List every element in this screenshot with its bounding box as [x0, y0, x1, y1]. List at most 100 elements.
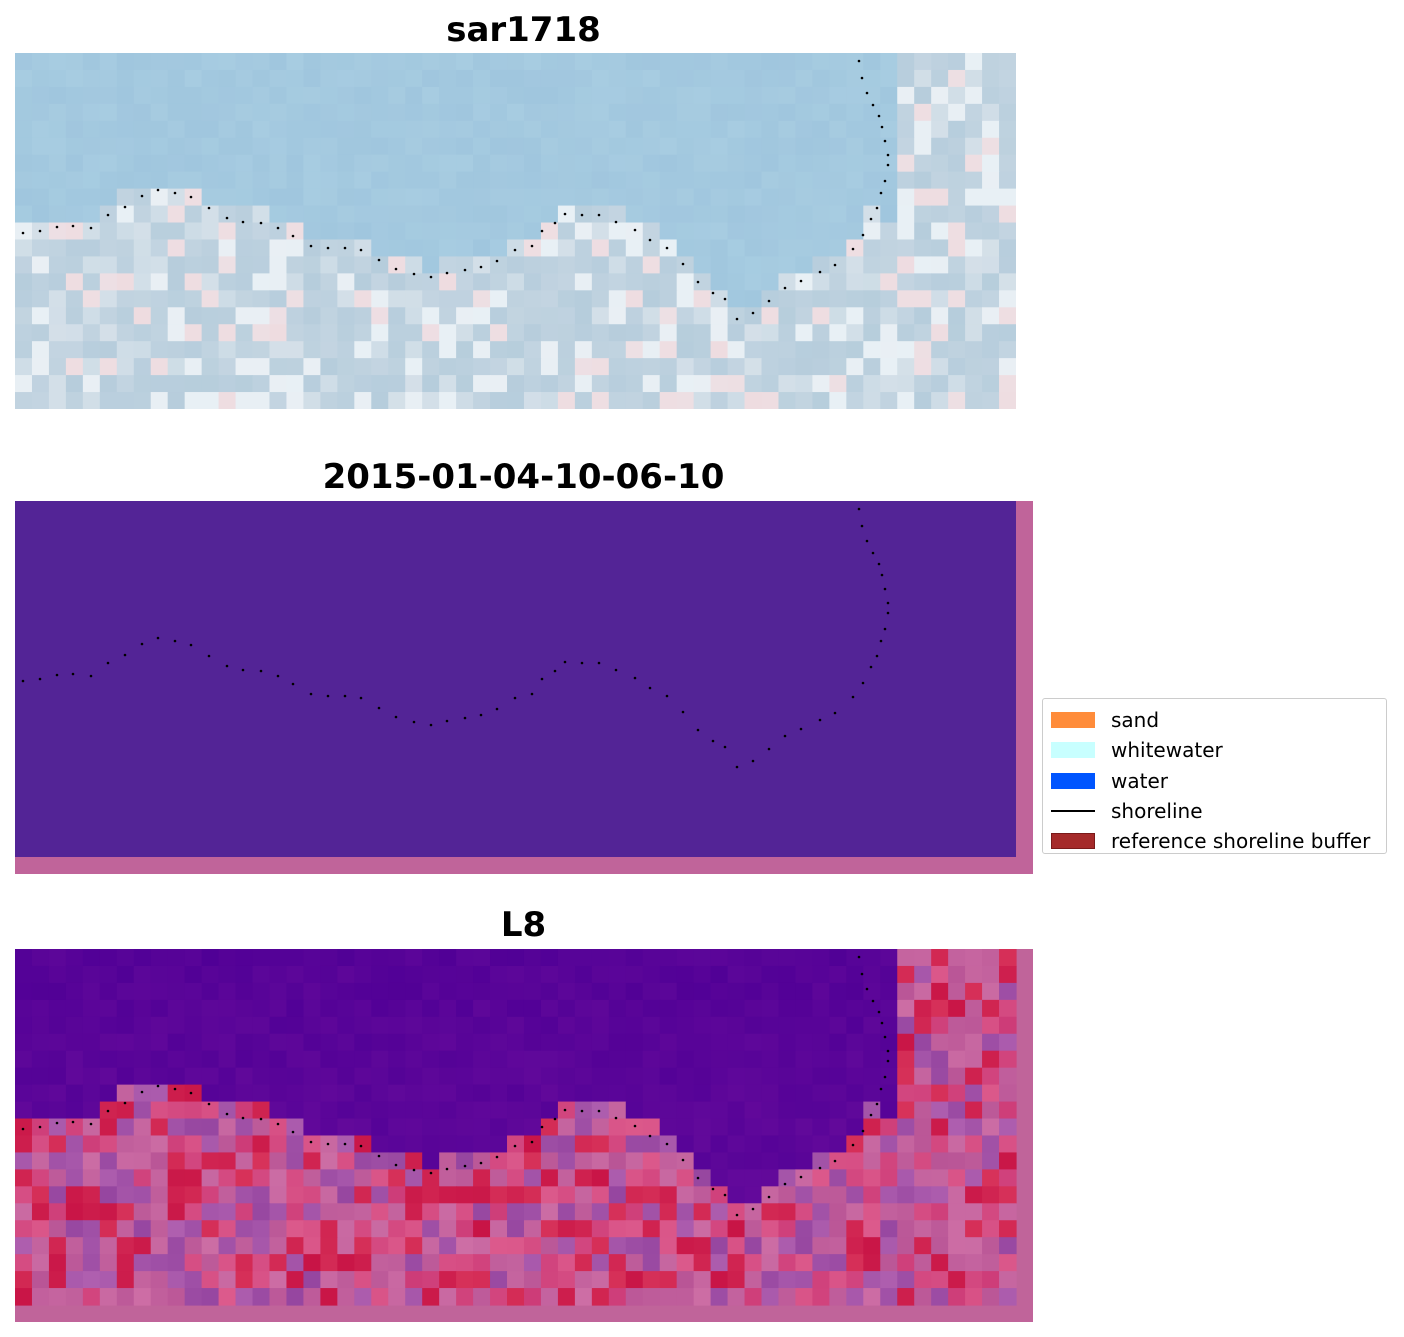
image-pixel — [201, 86, 220, 105]
image-pixel — [540, 1152, 559, 1170]
shoreline-point — [513, 1144, 517, 1148]
image-pixel — [591, 69, 610, 88]
image-pixel — [965, 1237, 983, 1255]
image-pixel — [99, 982, 118, 1001]
image-pixel — [303, 1135, 321, 1154]
image-pixel — [557, 1016, 576, 1035]
image-pixel — [625, 1016, 644, 1035]
image-pixel — [523, 171, 542, 190]
image-pixel — [252, 375, 271, 393]
image-pixel — [371, 205, 389, 224]
image-pixel — [252, 1186, 271, 1204]
image-pixel — [557, 1254, 576, 1272]
image-pixel — [795, 120, 814, 139]
image-pixel — [422, 1016, 440, 1035]
image-pixel — [337, 205, 355, 224]
image-pixel — [303, 120, 321, 139]
image-pixel — [846, 324, 864, 342]
shoreline-point — [633, 228, 637, 232]
image-pixel — [201, 324, 220, 342]
image-pixel — [540, 1169, 559, 1187]
image-pixel — [15, 1203, 33, 1221]
image-pixel — [269, 1220, 288, 1238]
image-pixel — [490, 222, 508, 241]
image-pixel — [371, 1135, 389, 1154]
image-pixel — [388, 120, 406, 139]
image-pixel — [286, 1288, 305, 1306]
image-pixel — [625, 120, 644, 139]
image-pixel — [761, 137, 780, 156]
image-pixel — [133, 171, 152, 190]
image-pixel — [388, 1135, 406, 1154]
image-pixel — [218, 171, 237, 190]
shoreline-point — [445, 1167, 449, 1171]
image-pixel — [574, 307, 593, 325]
image-pixel — [201, 1169, 220, 1187]
image-pixel — [659, 1288, 678, 1306]
image-pixel — [710, 222, 729, 241]
image-pixel — [269, 256, 288, 274]
image-pixel — [914, 222, 932, 241]
image-pixel — [99, 1237, 118, 1255]
image-pixel — [931, 1288, 949, 1306]
image-pixel — [914, 1101, 932, 1120]
image-pixel — [574, 1237, 593, 1255]
image-pixel — [829, 949, 847, 967]
image-pixel — [133, 256, 152, 274]
image-pixel — [473, 1254, 491, 1272]
image-pixel — [48, 256, 67, 274]
image-pixel — [507, 171, 525, 190]
image-pixel — [65, 307, 84, 325]
image-pixel — [999, 188, 1016, 207]
image-pixel — [473, 1033, 491, 1052]
image-pixel — [659, 307, 678, 325]
image-pixel — [557, 1220, 576, 1238]
image-pixel — [235, 290, 254, 308]
image-pixel — [303, 1186, 321, 1204]
image-pixel — [337, 1271, 355, 1289]
image-pixel — [82, 103, 101, 122]
image-pixel — [269, 154, 288, 173]
image-pixel — [744, 324, 763, 342]
image-pixel — [133, 1016, 152, 1035]
image-pixel — [456, 53, 474, 71]
image-pixel — [982, 965, 1000, 984]
image-pixel — [15, 205, 33, 224]
image-pixel — [320, 222, 338, 241]
image-pixel — [490, 273, 508, 291]
image-pixel — [982, 1033, 1000, 1052]
image-pixel — [201, 999, 220, 1018]
image-pixel — [574, 1271, 593, 1289]
image-pixel — [676, 154, 695, 173]
image-pixel — [727, 1033, 746, 1052]
image-pixel — [133, 375, 152, 393]
image-pixel — [880, 1084, 898, 1103]
image-pixel — [761, 375, 780, 393]
image-pixel — [388, 358, 406, 376]
image-pixel — [82, 375, 101, 393]
image-pixel — [150, 53, 169, 71]
image-pixel — [320, 341, 338, 359]
image-pixel — [82, 982, 101, 1001]
shoreline-point — [877, 562, 881, 566]
image-pixel — [252, 1016, 271, 1035]
image-pixel — [829, 965, 847, 984]
image-pixel — [710, 1169, 729, 1187]
image-pixel — [914, 69, 932, 88]
image-pixel — [456, 1050, 474, 1069]
image-pixel — [914, 205, 932, 224]
image-pixel — [388, 982, 406, 1001]
image-pixel — [235, 1254, 254, 1272]
image-pixel — [201, 1254, 220, 1272]
image-pixel — [795, 358, 814, 376]
shoreline-point — [530, 692, 534, 696]
image-pixel — [371, 1203, 389, 1221]
image-pixel — [931, 1254, 949, 1272]
image-pixel — [439, 205, 457, 224]
image-pixel — [676, 1033, 695, 1052]
image-pixel — [693, 1118, 712, 1137]
image-pixel — [252, 1050, 271, 1069]
image-pixel — [167, 375, 186, 393]
image-pixel — [965, 239, 983, 258]
image-pixel — [693, 358, 712, 376]
